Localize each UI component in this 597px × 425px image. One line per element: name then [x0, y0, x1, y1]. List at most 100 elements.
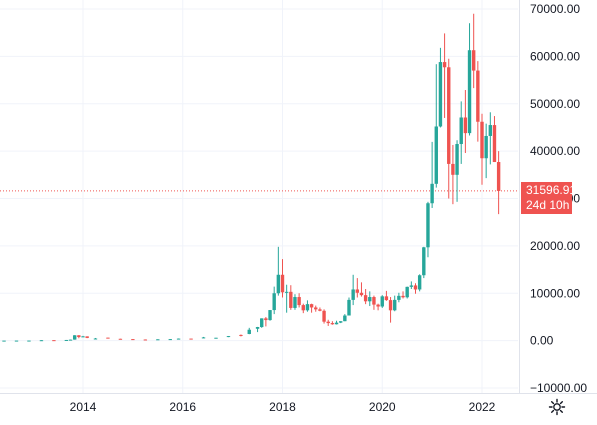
candle [293, 294, 297, 310]
candle [297, 293, 301, 308]
candle [393, 295, 397, 312]
candle [280, 259, 285, 298]
candle [131, 339, 135, 341]
y-tick-label: 60000.00 [530, 49, 580, 63]
candle [405, 286, 409, 299]
candle [413, 283, 418, 294]
candle [384, 290, 389, 301]
candle [343, 314, 347, 322]
candle [318, 307, 322, 312]
candles [2, 13, 501, 342]
candle [309, 303, 314, 313]
candle [314, 305, 318, 312]
candle [417, 274, 422, 292]
candle [68, 339, 73, 341]
candle [52, 340, 56, 342]
candle [401, 291, 405, 299]
candle [492, 116, 497, 163]
candle [284, 284, 289, 313]
candle [455, 140, 459, 202]
candle [338, 321, 343, 324]
candle [476, 61, 480, 142]
candle [260, 318, 264, 328]
candle [268, 310, 272, 321]
candle [376, 303, 380, 311]
candle [14, 340, 19, 342]
candle [156, 339, 160, 341]
candle [201, 336, 206, 339]
y-tick-label: 70000.00 [530, 2, 580, 16]
candle [496, 151, 501, 215]
candle [422, 246, 426, 279]
candle [471, 13, 476, 89]
candle [451, 144, 455, 205]
candle [226, 335, 231, 338]
candle [426, 201, 430, 258]
candle [442, 33, 447, 118]
candle [430, 141, 434, 208]
candle [247, 327, 251, 335]
candle [326, 319, 330, 326]
x-tick-label: 2018 [269, 400, 296, 414]
candle [447, 58, 451, 199]
candle [388, 297, 393, 323]
x-tick-label: 2022 [469, 400, 496, 414]
candle [239, 334, 243, 337]
y-tick-label: 20000.00 [530, 239, 580, 253]
candle [330, 321, 335, 325]
candle [368, 291, 372, 307]
y-tick-label: 40000.00 [530, 144, 580, 158]
candle [463, 90, 468, 154]
candle [467, 23, 472, 136]
candle [363, 288, 368, 305]
bar-countdown: 24d 10h [526, 197, 570, 212]
candle [85, 336, 89, 339]
y-tick-label: 0.00 [530, 334, 554, 348]
y-tick-label: 10000.00 [530, 286, 580, 300]
grid-lines [0, 0, 597, 394]
gear-icon[interactable] [547, 397, 567, 417]
candle [334, 320, 339, 325]
last-price-label: 31596.91 24d 10h [521, 181, 577, 214]
candle [301, 303, 305, 314]
candle [438, 47, 443, 128]
candle [272, 286, 276, 315]
candle [168, 339, 172, 341]
candle [81, 335, 85, 338]
candle [289, 285, 293, 310]
candle [27, 340, 31, 342]
y-tick-label: 50000.00 [530, 97, 580, 111]
candle [351, 274, 355, 306]
y-tick-label: −10000.00 [530, 381, 587, 395]
candle [189, 338, 193, 340]
candle [118, 338, 123, 340]
candle [305, 300, 310, 312]
candle [72, 335, 77, 340]
candle [276, 246, 281, 296]
candle [2, 340, 6, 342]
candle [359, 282, 364, 297]
candle [459, 101, 463, 164]
last-price-value: 31596.91 [526, 182, 577, 197]
candle [64, 339, 69, 341]
candle [255, 326, 260, 333]
candle [484, 123, 488, 179]
candle [322, 309, 326, 324]
candle [106, 337, 110, 339]
candle [347, 297, 351, 316]
candle [143, 339, 148, 341]
candle [380, 295, 384, 308]
candle [409, 281, 414, 289]
candle [355, 278, 360, 298]
candle [488, 112, 493, 165]
x-tick-label: 2020 [369, 400, 396, 414]
candle [214, 337, 218, 339]
x-tick-label: 2014 [70, 400, 97, 414]
candle [264, 317, 268, 327]
candle [397, 292, 401, 303]
x-axis[interactable]: 2014 2016 2018 2020 2022 [70, 400, 496, 414]
candle [176, 338, 181, 340]
candle [480, 113, 484, 185]
